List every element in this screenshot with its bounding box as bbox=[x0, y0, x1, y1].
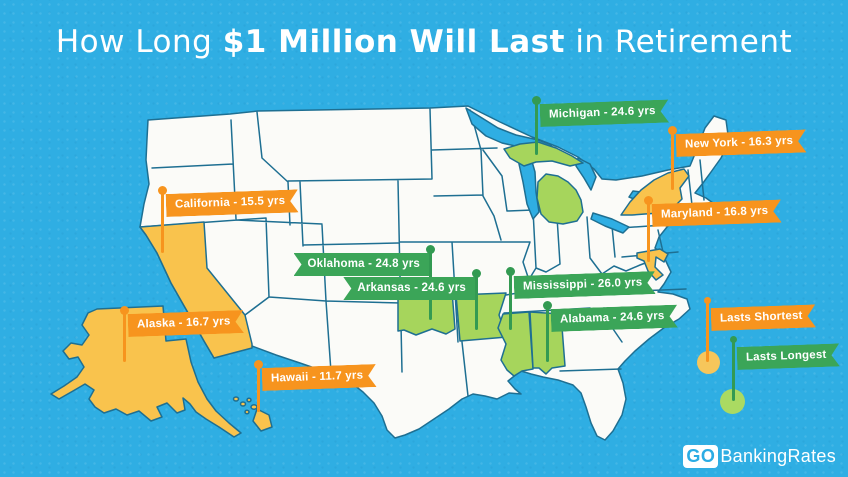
flag-hawaii: Hawaii - 11.7 yrs bbox=[262, 364, 377, 391]
legend-longest-pinhead bbox=[730, 336, 737, 343]
page-title: How Long $1 Million Will Last in Retirem… bbox=[0, 24, 848, 60]
logo-go-badge: GO bbox=[683, 445, 719, 468]
state-oklahoma bbox=[397, 290, 456, 336]
legend-longest-pin bbox=[732, 340, 735, 401]
flag-california: California - 15.5 yrs bbox=[166, 189, 299, 217]
state-maryland bbox=[636, 248, 669, 281]
pin-michigan bbox=[535, 101, 538, 155]
pin-alabama bbox=[546, 306, 549, 362]
lake-huron bbox=[575, 157, 597, 191]
flag-michigan: Michigan - 24.6 yrs bbox=[540, 100, 669, 127]
flag-arkansas: Arkansas - 24.6 yrs bbox=[343, 277, 475, 300]
pinhead-california bbox=[158, 186, 167, 195]
legend-shortest-pinhead bbox=[704, 297, 711, 304]
logo-text: BankingRates bbox=[720, 446, 836, 466]
pin-alaska bbox=[123, 311, 126, 362]
legend-shortest-ball bbox=[697, 351, 720, 374]
pin-hawaii bbox=[257, 365, 260, 412]
pin-california bbox=[161, 191, 164, 253]
flag-maryland: Maryland - 16.8 yrs bbox=[652, 199, 782, 227]
title-post: in Retirement bbox=[564, 24, 793, 60]
pin-maryland bbox=[647, 201, 650, 262]
lake-michigan bbox=[518, 152, 540, 220]
state-hawaii bbox=[232, 396, 273, 432]
pinhead-alabama bbox=[543, 301, 552, 310]
pin-new-york bbox=[671, 131, 674, 190]
legend-longest-flag: Lasts Longest bbox=[737, 343, 840, 370]
pinhead-alaska bbox=[120, 306, 129, 315]
pinhead-new-york bbox=[668, 126, 677, 135]
state-michigan-lp bbox=[536, 173, 584, 225]
pinhead-maryland bbox=[644, 196, 653, 205]
title-strong: $1 Million Will Last bbox=[222, 24, 565, 60]
pinhead-michigan bbox=[532, 96, 541, 105]
flag-oklahoma: Oklahoma - 24.8 yrs bbox=[293, 253, 429, 276]
pinhead-hawaii bbox=[254, 360, 263, 369]
lake-erie bbox=[590, 212, 630, 234]
state-arkansas bbox=[455, 292, 508, 342]
pinhead-oklahoma bbox=[426, 245, 435, 254]
pinhead-arkansas bbox=[472, 269, 481, 278]
flag-alaska: Alaska - 16.7 yrs bbox=[128, 310, 244, 337]
title-pre: How Long bbox=[55, 24, 223, 60]
legend-shortest-pin bbox=[706, 301, 709, 362]
legend-shortest-flag: Lasts Shortest bbox=[711, 304, 816, 331]
flag-new-york: New York - 16.3 yrs bbox=[676, 129, 807, 157]
pin-arkansas bbox=[475, 274, 478, 330]
gobankingrates-logo: GO BankingRates bbox=[683, 445, 836, 468]
pin-mississippi bbox=[509, 272, 512, 330]
pinhead-mississippi bbox=[506, 267, 515, 276]
state-alaska bbox=[50, 305, 242, 438]
flag-alabama: Alabama - 24.6 yrs bbox=[551, 305, 678, 332]
